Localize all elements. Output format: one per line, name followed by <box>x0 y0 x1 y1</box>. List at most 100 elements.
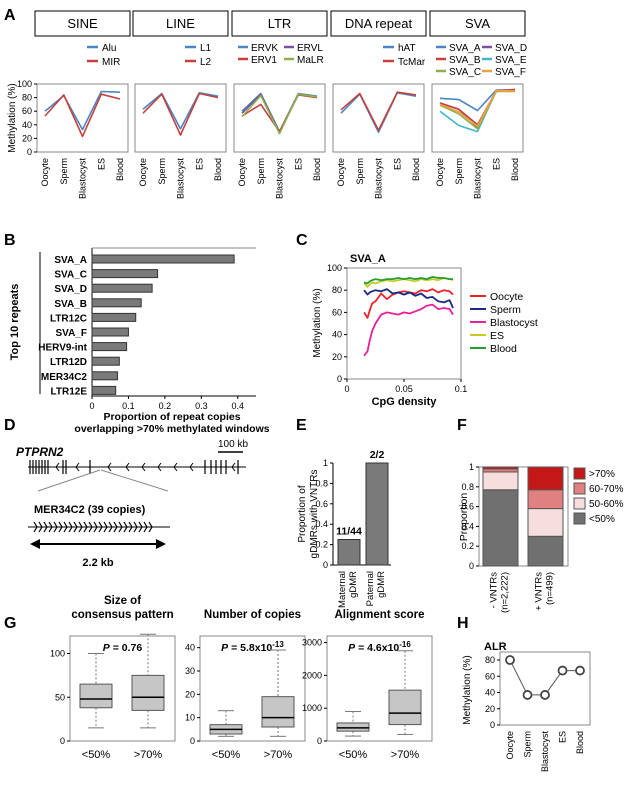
x-tick-label: <50% <box>212 749 241 761</box>
x-tick-label: - VNTRs <box>489 572 500 609</box>
y-tick-label: 0.2 <box>461 541 474 551</box>
panel-h-y-axis-label: Methylation (%) <box>462 655 473 724</box>
y-tick-label: 60 <box>332 307 342 317</box>
direction-arrow <box>75 462 80 472</box>
length-label: 2.2 kb <box>82 557 113 569</box>
legend-swatch--70- <box>573 467 586 480</box>
series-line-hat <box>340 92 417 134</box>
data-point-sperm <box>522 690 533 700</box>
legend-label--50-: <50% <box>589 514 615 525</box>
y-tick-label: 0.4 <box>315 519 328 529</box>
panel-letter-d: D <box>4 417 16 434</box>
legend-label-sva-f: SVA_F <box>495 67 526 78</box>
y-tick-label: 80 <box>332 285 342 295</box>
gene-name-label: PTPRN2 <box>16 445 64 459</box>
y-tick-label: 0 <box>490 720 495 730</box>
x-tick-label-blastocyst: Blastocyst <box>176 158 186 200</box>
x-tick-label-blood: Blood <box>510 158 520 181</box>
series-line-tcmar <box>340 91 417 131</box>
x-tick-label: Paternal <box>365 571 376 606</box>
y-tick-label: 0 <box>337 374 342 384</box>
bar-ltr12e <box>91 385 117 395</box>
bar-label-sva-f: SVA_F <box>56 328 88 339</box>
legend-label-erv1: ERV1 <box>251 55 277 66</box>
bar-mer34c2 <box>91 371 119 381</box>
legend-label-oocyte: Oocyte <box>490 291 523 303</box>
x-tick-label: 0.2 <box>159 401 172 411</box>
stacked-segment-60-70- <box>527 489 564 510</box>
y-tick-label: 0 <box>317 736 322 746</box>
y-tick-label: 0 <box>469 561 474 571</box>
x-tick-label: (n=499) <box>545 572 556 605</box>
p-value-annotation: P = 5.8x10-13 <box>221 640 284 654</box>
series-line-ervk <box>241 92 318 133</box>
legend-label-sva-b: SVA_B <box>449 55 481 66</box>
repeat-copy-chevron <box>58 521 63 533</box>
panel-a-title-line: LINE <box>166 16 195 31</box>
x-tick-label-sperm: Sperm <box>454 158 464 185</box>
bar-label-sva-c: SVA_C <box>54 270 87 281</box>
y-tick-label: 0 <box>27 147 32 157</box>
repeat-copy-chevron <box>73 521 78 533</box>
x-tick-label-blood: Blood <box>115 158 125 181</box>
x-tick-label: 0.4 <box>232 401 245 411</box>
x-tick-label: gDMR <box>348 571 359 598</box>
panel-a-header-dna-repeat <box>330 10 427 37</box>
legend-label-l2: L2 <box>200 57 212 68</box>
panel-f-y-axis-label: Proportion <box>458 493 470 542</box>
panel-e-y-axis-label-line-2: gDMRs with VNTRs <box>309 470 320 559</box>
bar-label-mer34c2: MER34C2 <box>41 372 88 383</box>
direction-arrow <box>231 462 236 472</box>
y-tick-label: 0.4 <box>461 521 474 531</box>
zoom-guide-left <box>37 469 101 492</box>
legend-swatch-50-60- <box>573 497 586 510</box>
x-tick-label: gDMR <box>376 571 387 598</box>
x-tick-label-oocyte: Oocyte <box>435 158 445 187</box>
repeat-copy-chevron <box>83 521 88 533</box>
x-tick-label-es: ES <box>96 158 106 170</box>
box-iqr <box>336 722 370 732</box>
data-point-blastocyst <box>540 690 550 700</box>
series-line-alu <box>44 90 121 131</box>
x-tick-label-oocyte: Oocyte <box>40 158 50 187</box>
x-tick-label-sperm: Sperm <box>256 158 266 185</box>
repeat-copy-chevron <box>133 521 138 533</box>
x-tick-label-blood: Blood <box>312 158 322 181</box>
panel-letter-b: B <box>4 232 16 249</box>
legend-label-blood: Blood <box>490 343 517 355</box>
panel-g-title-line: consensus pattern <box>71 609 173 621</box>
x-tick-label: 0.1 <box>455 384 468 394</box>
x-tick-label-es: ES <box>293 158 303 170</box>
direction-arrow <box>125 462 130 472</box>
repeat-copy-chevron <box>38 521 43 533</box>
y-tick-label: 0.8 <box>315 478 328 488</box>
series-line-l1 <box>142 92 219 130</box>
scale-bar-label: 100 kb <box>218 439 248 450</box>
panel-letter-a: A <box>4 7 16 24</box>
x-tick-label: 0.1 <box>122 401 135 411</box>
panel-f-plot-frame <box>478 466 569 567</box>
y-tick-label: 0.2 <box>315 540 328 550</box>
repeat-copy-chevron <box>123 521 128 533</box>
series-line-oocyte <box>363 288 454 319</box>
x-tick-label: Maternal <box>337 571 348 608</box>
x-tick-label: 0.05 <box>395 384 413 394</box>
x-tick-label-blastocyst: Blastocyst <box>78 158 88 200</box>
legend-swatch-60-70- <box>573 482 586 495</box>
x-tick-label-sperm: Sperm <box>355 158 365 185</box>
y-tick-label: 3000 <box>302 638 322 648</box>
x-tick-label-blastocyst: Blastocyst <box>275 158 285 200</box>
bar-label-ltr12c: LTR12C <box>50 313 87 324</box>
legend-label-hat: hAT <box>398 43 416 54</box>
panel-g-plot-frame <box>69 635 176 742</box>
y-tick-label: 0 <box>60 736 65 746</box>
bar-maternal-gdmr <box>337 539 361 566</box>
y-tick-label: 40 <box>22 120 32 130</box>
panel-g-plot-frame <box>199 635 306 742</box>
y-tick-label: 0 <box>323 560 328 570</box>
x-tick-label-oocyte: Oocyte <box>336 158 346 187</box>
bar-ltr12d <box>91 356 120 366</box>
legend-label-ervk: ERVK <box>251 43 278 54</box>
x-tick-label: <50% <box>82 749 111 761</box>
x-tick-label-blood: Blood <box>213 158 223 181</box>
